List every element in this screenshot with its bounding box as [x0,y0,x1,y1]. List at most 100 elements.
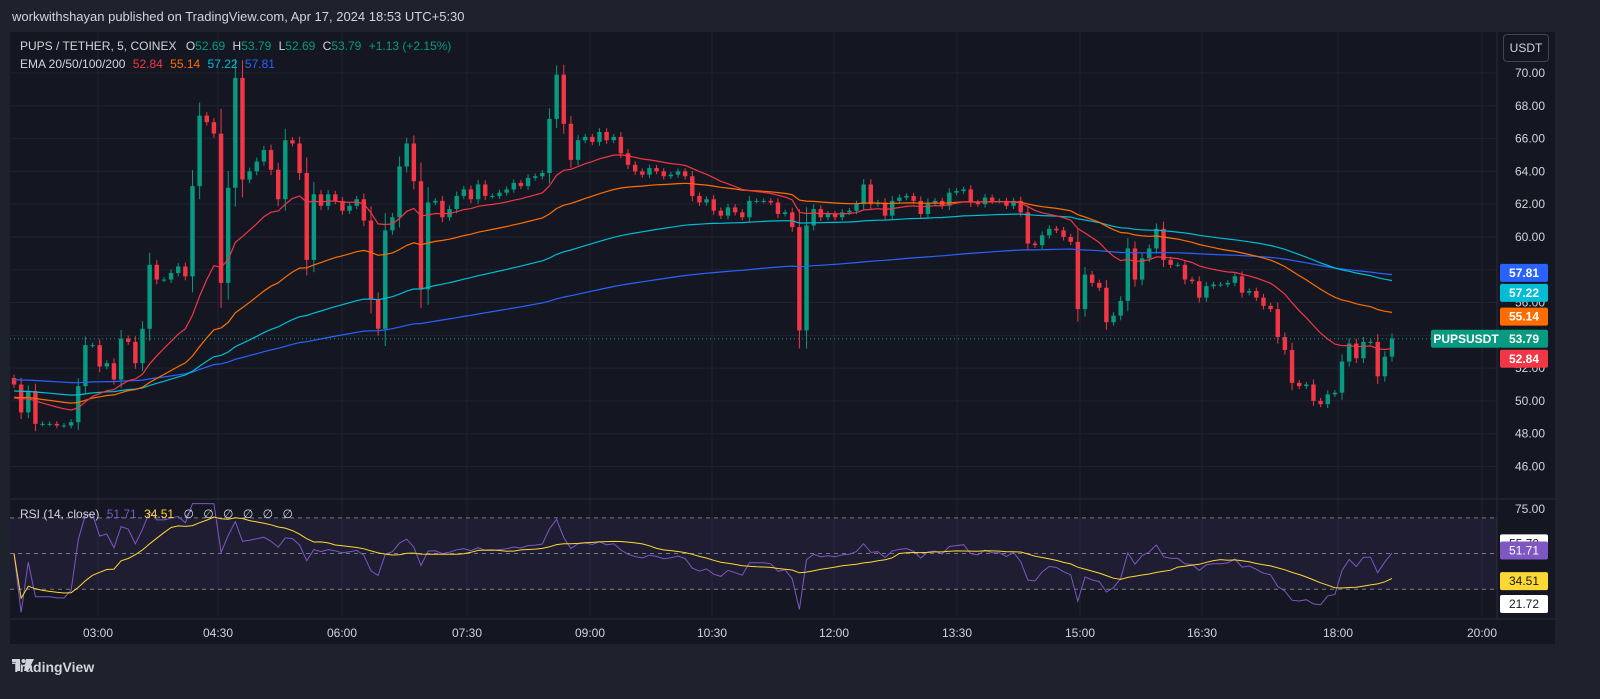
chart-svg[interactable]: 03:00 04:30 06:00 07:30 09:00 10:30 12:00 13:30… [10,32,1555,644]
candle-body [475,184,481,200]
candle-body [982,197,988,205]
currency-button[interactable]: USDT [1503,34,1549,62]
candle-body [1239,276,1245,293]
candle-body [1047,228,1052,236]
x-tick-label: 12:00 [819,626,849,640]
ema50-line [13,182,1393,404]
candle-body [718,210,724,216]
y-tick-label: 60.00 [1515,230,1545,244]
candle-body [1211,284,1216,287]
candle-body [33,391,38,424]
candle-body [197,115,202,187]
candle-body [640,171,645,175]
candle-body [540,173,545,177]
candle-body [1204,286,1209,298]
rsi-extra-4: ∅ [262,507,274,521]
candle-body [1289,350,1295,383]
candle-body [1296,382,1302,387]
close-label: C [322,39,332,53]
candle-body [847,210,852,213]
close-value: 53.79 [331,39,362,53]
candle-body [261,150,267,162]
rsi-label-text: 34.51 [1509,574,1539,588]
candle-body [797,227,802,331]
tradingview-logo[interactable]: TradingView [12,659,94,675]
candle-body [1382,356,1388,377]
candle-body [1268,305,1273,310]
candle-body [440,200,445,218]
y-tick-label: 48.00 [1515,427,1545,441]
candle-body [254,161,259,172]
candle-body [404,143,409,167]
candle-body [518,182,524,187]
candle-body [1339,361,1345,393]
candle-body [1118,300,1123,316]
price-label-text: 57.81 [1509,266,1539,280]
candle-body [161,279,167,281]
price-label-text: 57.22 [1509,286,1539,300]
candle-body [47,423,52,425]
candle-body [647,168,652,175]
candle-body [597,132,602,142]
candle-body [661,171,666,177]
candle-body [604,132,609,141]
candle-body [1282,336,1288,351]
candle-body [18,384,24,413]
candle-body [754,200,759,202]
candle-body [183,266,188,277]
x-tick-label: 04:30 [203,626,233,640]
ema200-value: 57.81 [244,57,275,71]
candle-body [1111,315,1116,323]
ema-label: EMA 20/50/100/200 [20,57,126,71]
candle-body [704,199,709,203]
candle-body [1054,228,1059,231]
candle-body [325,194,331,206]
candle-body [1182,264,1188,280]
candle-body [233,77,238,188]
rsi-value: 51.71 [106,507,137,521]
rsi-extra-0: ∅ [183,507,194,521]
candle-body [368,220,374,300]
candle-body [168,273,174,280]
candle-body [1168,259,1173,265]
candle-body [911,195,916,201]
candle-body [1318,400,1323,405]
price-label-text: 55.14 [1509,310,1539,324]
candle-body [133,341,138,364]
candle-body [740,212,745,218]
open-label: O [185,39,196,53]
rsi-ma-line [13,516,1393,600]
candle-body [433,200,438,203]
ema100-line [13,213,1393,396]
candle-body [961,189,966,192]
candle-body [1189,279,1195,282]
symbol-tag-text: PUPSUSDT [1433,332,1499,346]
candle-body [690,176,695,196]
candle-body [1068,236,1073,242]
candle-body [1332,392,1338,395]
chart-area[interactable]: 03:00 04:30 06:00 07:30 09:00 10:30 12:00 13:30… [10,32,1555,644]
rsi-band [10,517,1497,590]
candle-body [1082,274,1088,310]
candle-body [275,169,281,200]
ema20-line [13,154,1393,411]
candle-body [1225,282,1230,285]
y-tick-label: 50.00 [1515,394,1545,408]
candle-body [697,195,702,203]
publisher-text: workwithshayan published on TradingView.… [12,9,465,24]
candle-body [1089,274,1095,283]
candle-body [511,182,517,190]
candle-body [611,136,616,141]
candle-body [1354,343,1359,359]
candle-body [297,143,302,174]
candle-body [1161,228,1166,260]
candle-body [761,200,766,202]
candle-body [732,207,738,213]
candle-body [347,205,352,211]
candle-body [68,422,74,426]
x-tick-label: 18:00 [1323,626,1353,640]
candle-body [90,345,95,347]
candle-body [1025,212,1031,244]
candle-body [240,77,245,180]
candle-body [1346,343,1352,362]
